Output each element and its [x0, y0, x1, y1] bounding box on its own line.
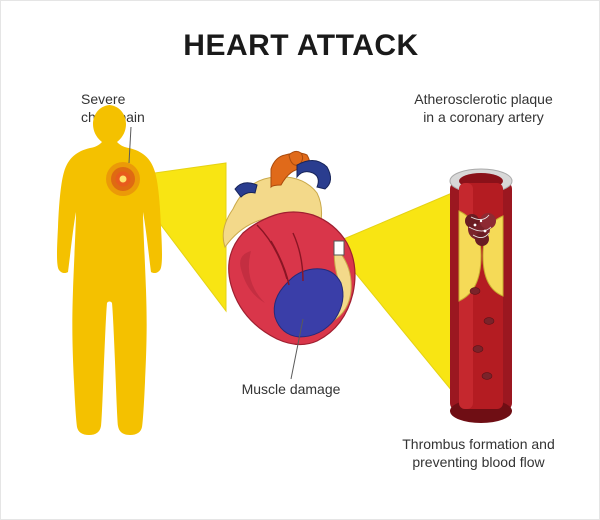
artery-tube: [450, 169, 512, 423]
zoom-box-icon: [334, 241, 344, 255]
beam-right: [339, 193, 452, 391]
human-silhouette: [57, 105, 162, 435]
diagram-stage: HEART ATTACK Severechest pain Atheroscle…: [0, 0, 600, 520]
pain-glow-icon: [106, 162, 140, 196]
heart: [223, 151, 355, 344]
illustration: [1, 1, 600, 520]
